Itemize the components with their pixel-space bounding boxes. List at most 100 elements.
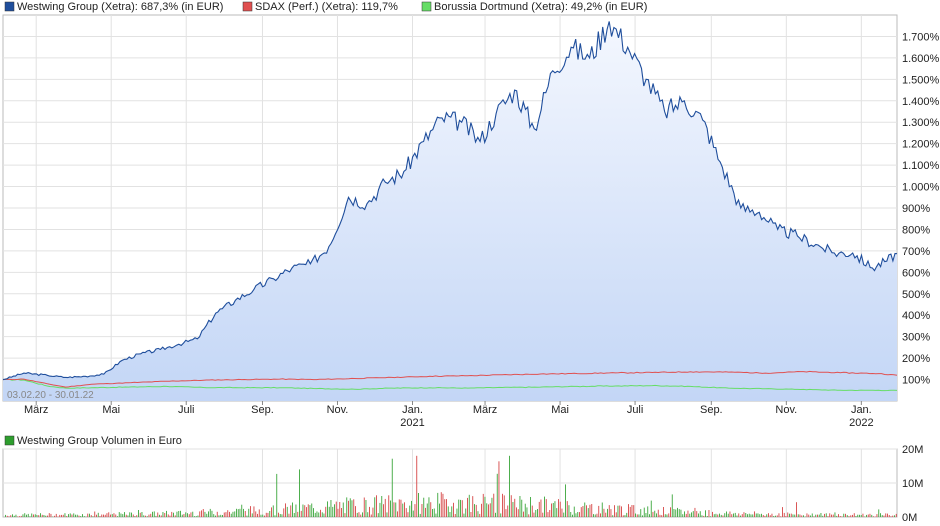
volume-bar xyxy=(687,510,689,517)
volume-bar xyxy=(591,504,593,517)
volume-bar xyxy=(204,511,206,517)
volume-bar xyxy=(659,514,661,517)
volume-bar xyxy=(176,511,178,517)
volume-bar xyxy=(514,498,516,517)
volume-bar xyxy=(304,505,306,517)
volume-bar xyxy=(689,513,691,517)
volume-bar xyxy=(610,509,612,517)
volume-bar xyxy=(353,499,355,517)
y-tick-label: 800% xyxy=(902,224,930,236)
volume-bar xyxy=(167,514,169,517)
volume-bar xyxy=(517,509,519,517)
volume-bar xyxy=(601,502,603,517)
volume-bar xyxy=(783,512,785,517)
volume-bar xyxy=(465,508,467,517)
volume-bar xyxy=(435,513,437,517)
volume-bar xyxy=(857,514,859,517)
main-legend: Westwing Group (Xetra): 687,3% (in EUR) … xyxy=(4,1,647,13)
volume-bar xyxy=(846,515,848,517)
y-tick-label: 1.300% xyxy=(902,117,940,129)
volume-bar xyxy=(468,494,470,517)
volume-bar xyxy=(496,473,498,517)
volume-bar xyxy=(374,497,376,517)
volume-bar xyxy=(125,514,127,517)
volume-bar xyxy=(426,503,428,517)
volume-bar xyxy=(218,515,220,517)
volume-bar xyxy=(365,500,367,517)
volume-bar xyxy=(586,505,587,517)
volume-bar xyxy=(110,514,111,517)
volume-bar xyxy=(274,515,276,517)
volume-bar xyxy=(871,514,873,517)
volume-bar xyxy=(640,509,642,517)
volume-bar xyxy=(675,509,677,517)
volume-bar xyxy=(664,514,666,517)
y-tick-label: 200% xyxy=(902,353,930,365)
volume-bar xyxy=(127,515,129,517)
volume-bar xyxy=(482,493,484,517)
volume-bar xyxy=(771,513,773,517)
volume-bar xyxy=(206,513,208,517)
volume-bar xyxy=(236,508,237,517)
volume-bar xyxy=(743,512,745,517)
volume-bar xyxy=(729,511,731,517)
volume-bar xyxy=(260,514,262,517)
volume-bar xyxy=(99,516,101,517)
x-tick-label: Sep. xyxy=(700,404,723,416)
volume-bar xyxy=(500,513,502,517)
volume-bar xyxy=(554,501,556,517)
volume-bar xyxy=(733,513,734,517)
volume-bar xyxy=(75,514,76,517)
volume-bar xyxy=(580,507,582,517)
volume-bar xyxy=(507,505,509,517)
volume-bar xyxy=(136,515,138,517)
volume-bar xyxy=(878,509,880,517)
volume-bar xyxy=(577,512,579,517)
volume-bar xyxy=(271,507,272,517)
series-line-sdax xyxy=(2,370,898,388)
volume-bar xyxy=(10,515,12,517)
volume-bar xyxy=(24,513,26,517)
volume-bar xyxy=(87,513,89,517)
volume-bar xyxy=(631,505,633,517)
volume-bar xyxy=(78,515,80,517)
volume-bar xyxy=(409,505,411,517)
volume-bar xyxy=(453,502,454,517)
volume-bar xyxy=(621,506,622,517)
volume-bar xyxy=(489,503,491,517)
volume-bar xyxy=(458,499,460,517)
y-tick-label: 500% xyxy=(902,289,930,301)
volume-bar xyxy=(192,511,194,517)
volume-bar xyxy=(334,504,335,517)
volume-bar xyxy=(867,514,869,517)
volume-bar xyxy=(220,514,222,517)
volume-bar xyxy=(169,515,171,517)
volume-bar xyxy=(71,514,73,517)
volume-bar xyxy=(395,502,397,517)
volume-bar xyxy=(411,500,412,517)
volume-bar xyxy=(124,512,125,517)
volume-bar xyxy=(43,515,45,517)
volume-bar xyxy=(62,514,64,517)
y-tick-label: 1.600% xyxy=(902,53,940,65)
volume-bar xyxy=(547,512,549,517)
volume-bar xyxy=(437,492,439,517)
volume-bar xyxy=(549,510,551,517)
volume-bar xyxy=(754,511,755,517)
volume-bar xyxy=(703,515,705,517)
volume-bar xyxy=(8,516,10,517)
volume-bar xyxy=(533,512,535,517)
volume-bar xyxy=(155,515,157,517)
legend-label-westwing: Westwing Group (Xetra): 687,3% (in EUR) xyxy=(17,1,223,13)
volume-bar xyxy=(288,513,290,517)
volume-bar xyxy=(5,514,6,517)
volume-bar xyxy=(321,512,323,517)
volume-bar xyxy=(792,514,794,517)
series-line-westwing xyxy=(2,21,898,381)
volume-bar xyxy=(398,499,400,517)
volume-bar xyxy=(82,514,83,517)
volume-bar xyxy=(153,511,155,517)
volume-bar xyxy=(510,495,512,517)
volume-bar xyxy=(762,515,764,517)
volume-bar xyxy=(677,507,678,517)
